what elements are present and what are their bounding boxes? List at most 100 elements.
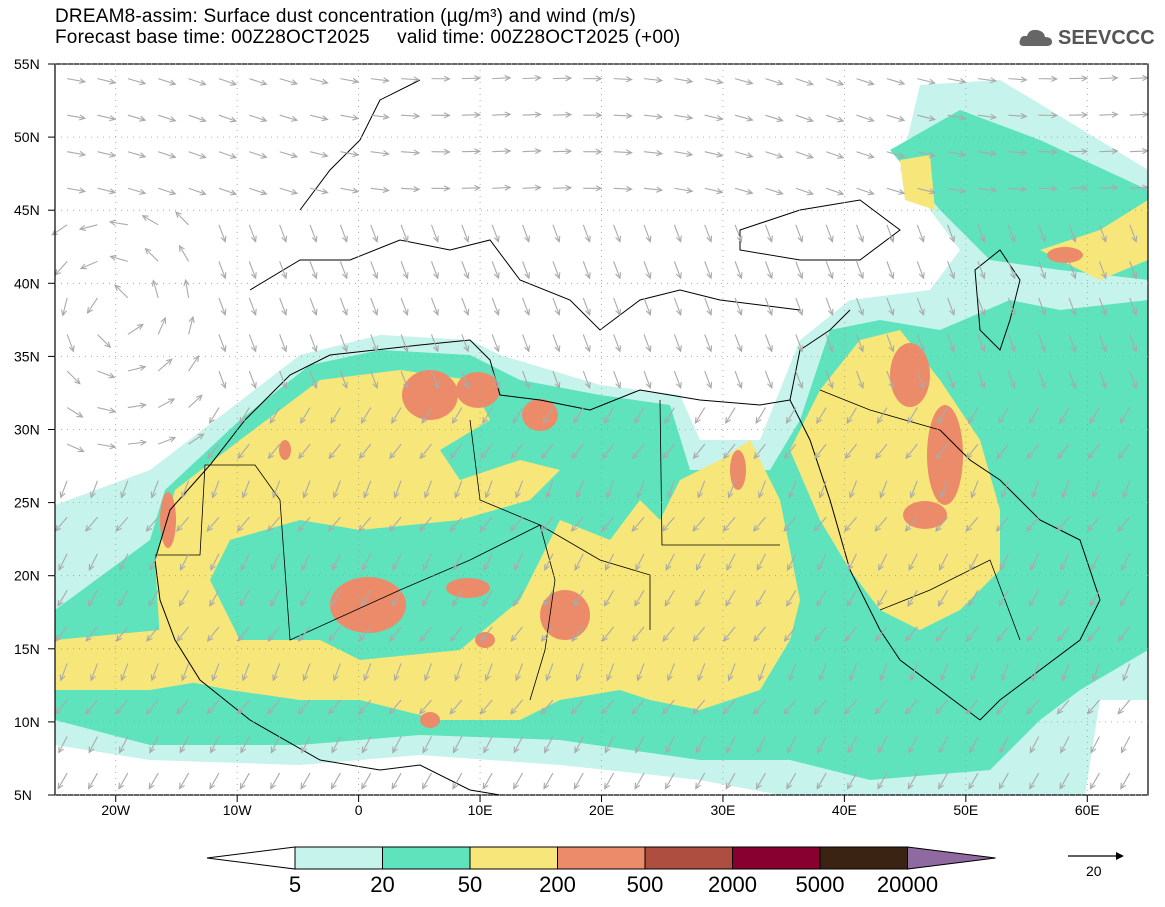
wind-arrowhead [540,524,547,532]
wind-arrow [1120,772,1131,789]
wind-arrow [157,358,173,372]
wind-arrow [237,443,250,459]
wind-arrow [510,516,523,532]
wind-arrow [783,699,797,715]
wind-arrowhead [90,674,96,682]
wind-arrow [856,224,864,242]
wind-arrow [422,736,432,753]
wind-arrow [998,407,1009,424]
wind-arrowhead [421,782,428,790]
wind-arrow [482,590,493,607]
wind-arrowhead [392,563,399,571]
wind-arrowhead [433,235,439,243]
wind-arrow [461,370,469,389]
wind-arrow [886,151,905,158]
wind-arrowhead [695,746,702,754]
wind-arrow [67,78,85,83]
wind-arrowhead [716,115,724,122]
wind-arrow [419,626,432,642]
wind-arrow [148,772,159,789]
wind-arrow [905,443,918,459]
wind-arrow [907,590,918,607]
wind-arrow [120,480,129,498]
wind-arrowhead [573,416,580,425]
wind-arrowhead [58,746,64,754]
wind-arrow [1089,590,1100,607]
wind-arrowhead [767,308,773,316]
wind-arrowhead [120,674,127,682]
wind-arrowhead [877,599,884,607]
wind-arrowhead [302,491,309,499]
wind-arrow [1099,113,1118,116]
wind-arrow [212,663,220,681]
wind-arrowhead [816,782,823,790]
wind-arrowhead [76,411,84,418]
wind-arrow [309,78,328,84]
wind-arrow [674,151,693,156]
wind-arrowhead [878,563,884,571]
wind-arrowhead [149,746,156,754]
wind-arrowhead [1089,416,1096,425]
wind-arrow [1038,297,1046,315]
wind-arrowhead [1029,563,1036,571]
wind-arrowhead [575,674,582,682]
wind-arrow [693,626,706,642]
wind-arrowhead [197,433,205,440]
wind-arrowhead [178,599,185,607]
wind-arrow [339,334,348,352]
wind-arrowhead [188,315,195,323]
wind-arrowhead [85,707,92,715]
wind-arrow [1059,590,1070,607]
wind-arrow [298,626,311,642]
wind-arrow [145,248,159,262]
wind-arrowhead [636,491,643,499]
wind-arrowhead [998,782,1005,790]
wind-arrow [755,407,766,424]
wind-arrow [118,590,129,607]
wind-arrowhead [220,381,227,390]
wind-arrow [492,77,511,80]
wind-arrowhead [595,185,603,192]
wind-arrow [297,516,311,532]
wind-arrow [328,516,341,532]
wind-arrow [1038,261,1046,279]
wind-arrow [947,370,955,389]
wind-arrowhead [999,563,1006,571]
wind-arrowhead [1131,308,1138,316]
wind-arrow [358,699,372,715]
wind-arrow [704,78,723,84]
wind-arrowhead [87,599,94,607]
wind-arrowhead [260,152,268,159]
wind-arrow [613,114,632,117]
wind-arrowhead [372,308,379,316]
wind-arrowhead [290,115,299,122]
wind-arrow [513,736,524,753]
wind-arrow [424,480,432,498]
wind-arrow [119,736,129,753]
wind-arrowhead [625,112,633,119]
wind-arrow [1007,297,1016,315]
wind-arrow [856,187,874,195]
wind-arrowhead [360,599,367,607]
wind-arrow [541,443,554,459]
wind-arrowhead [139,439,148,446]
wind-arrow [635,553,645,571]
wind-arrowhead [571,452,578,460]
wind-arrowhead [311,381,318,390]
wind-arrow [270,590,281,607]
wind-arrowhead [858,381,864,390]
wind-arrowhead [484,674,491,682]
wind-arrowhead [1101,345,1107,353]
wind-arrowhead [595,148,603,155]
wind-arrow [1008,187,1027,191]
wind-arrow [704,114,723,120]
wind-arrowhead [463,345,470,353]
wind-arrowhead [1060,746,1066,754]
dust-level-50-west [55,630,210,690]
wind-arrowhead [57,782,64,790]
wind-arrow [886,187,905,194]
wind-arrowhead [817,563,824,571]
wind-arrowhead [195,394,203,402]
wind-arrowhead [545,491,552,499]
wind-arrow [210,553,220,571]
